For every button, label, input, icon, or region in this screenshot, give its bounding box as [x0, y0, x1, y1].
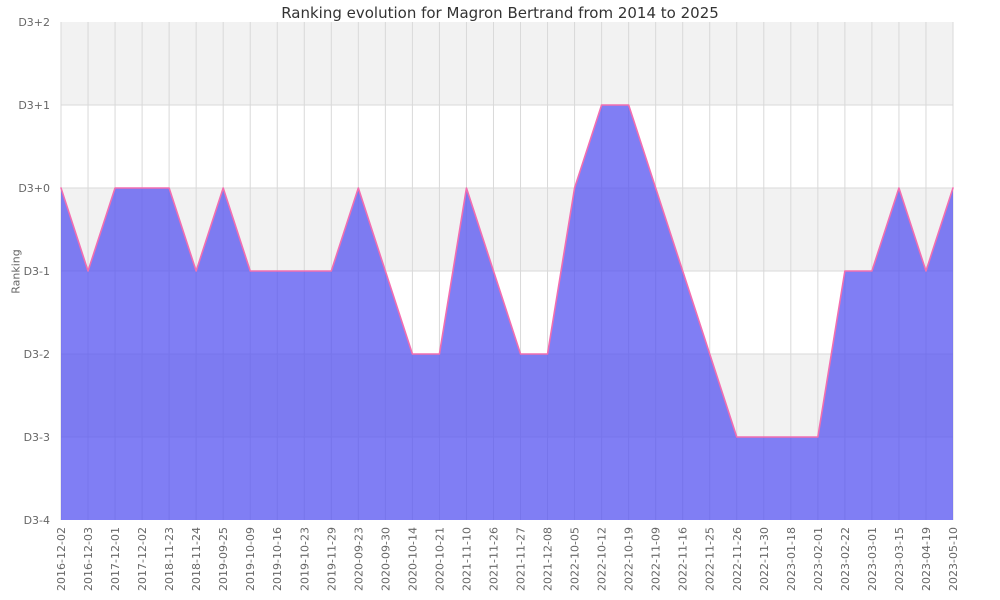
x-tick-label: 2022-11-26 — [731, 527, 744, 591]
x-tick-label: 2020-09-23 — [352, 527, 365, 591]
x-tick-label: 2021-11-27 — [515, 527, 528, 591]
x-tick-label: 2021-11-10 — [460, 527, 473, 591]
x-tick-label: 2019-10-23 — [298, 527, 311, 591]
x-tick-label: 2018-11-24 — [190, 527, 203, 591]
x-tick-label: 2017-12-02 — [136, 527, 149, 591]
x-tick-label: 2020-10-21 — [433, 527, 446, 591]
x-tick-label: 2021-11-26 — [487, 527, 500, 591]
x-tick-label: 2023-01-18 — [785, 527, 798, 591]
x-tick-label: 2020-09-30 — [379, 527, 392, 591]
x-tick-label: 2023-03-01 — [866, 527, 879, 591]
plot-band — [61, 105, 953, 188]
y-tick-label: D3+1 — [18, 99, 50, 112]
x-tick-label: 2020-10-14 — [406, 527, 419, 591]
x-tick-label: 2023-02-01 — [812, 527, 825, 591]
x-tick-label: 2016-12-02 — [55, 527, 68, 591]
x-tick-label: 2022-11-09 — [650, 527, 663, 591]
x-tick-label: 2023-05-10 — [947, 527, 960, 591]
y-tick-label: D3-1 — [24, 265, 50, 278]
x-tick-label: 2022-11-16 — [677, 527, 690, 591]
y-tick-label: D3-3 — [24, 431, 50, 444]
x-tick-label: 2016-12-03 — [82, 527, 95, 591]
x-tick-label: 2018-11-23 — [163, 527, 176, 591]
x-tick-label: 2019-10-09 — [244, 527, 257, 591]
plot-band — [61, 188, 953, 271]
x-tick-label: 2022-10-19 — [623, 527, 636, 591]
x-tick-label: 2023-02-22 — [839, 527, 852, 591]
y-tick-label: D3-4 — [24, 514, 50, 527]
y-tick-label: D3+2 — [18, 16, 50, 29]
x-tick-label: 2022-10-12 — [596, 527, 609, 591]
y-tick-label: D3+0 — [18, 182, 50, 195]
x-tick-label: 2019-11-29 — [325, 527, 338, 591]
x-tick-label: 2023-03-15 — [893, 527, 906, 591]
x-tick-label: 2017-12-01 — [109, 527, 122, 591]
plot-band — [61, 22, 953, 105]
x-tick-label: 2021-12-08 — [542, 527, 555, 591]
series-line — [60, 104, 954, 438]
x-tick-label: 2022-11-30 — [758, 527, 771, 591]
x-tick-label: 2022-10-05 — [569, 527, 582, 591]
x-tick-label: 2019-09-25 — [217, 527, 230, 591]
x-tick-label: 2022-11-25 — [704, 527, 717, 591]
x-tick-label: 2023-04-19 — [920, 527, 933, 591]
x-tick-label: 2019-10-16 — [271, 527, 284, 591]
y-tick-label: D3-2 — [24, 348, 50, 361]
chart-title: Ranking evolution for Magron Bertrand fr… — [281, 4, 719, 22]
